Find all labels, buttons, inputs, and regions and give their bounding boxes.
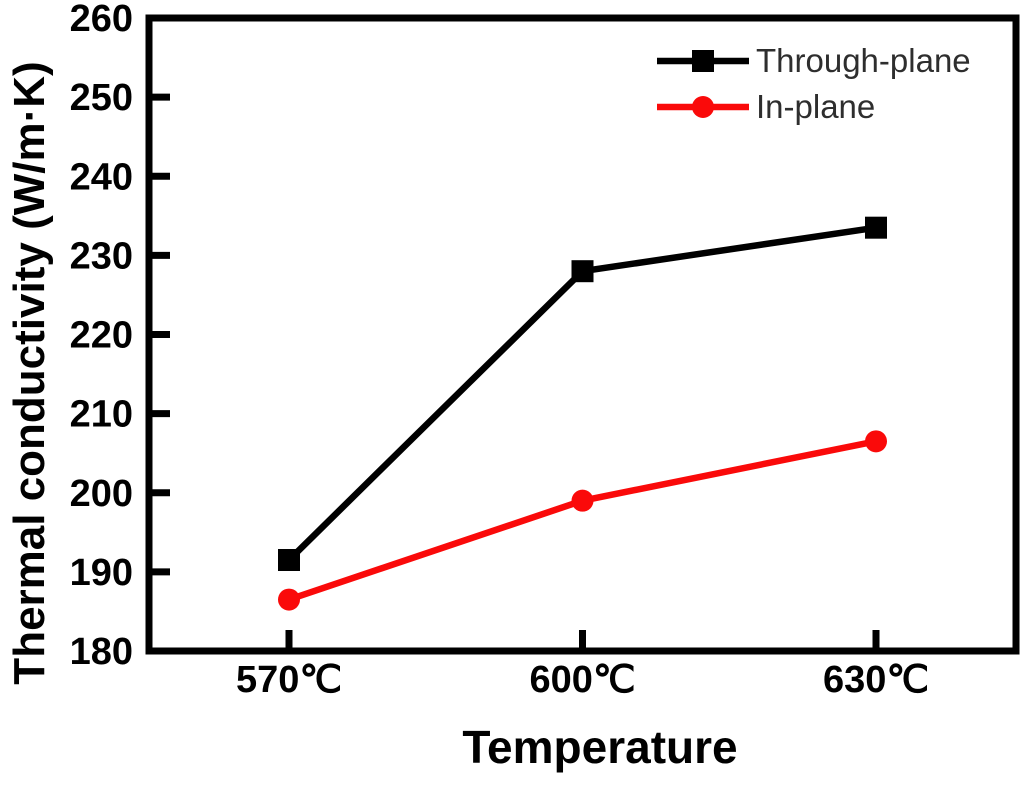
data-point-circle — [278, 588, 300, 611]
y-tick-label: 250 — [70, 77, 133, 119]
legend: Through-plane In-plane — [655, 38, 971, 130]
legend-label-in-plane: In-plane — [756, 88, 876, 125]
plot-frame — [145, 14, 1020, 655]
y-tick-label: 190 — [70, 552, 133, 594]
x-tick-label: 600℃ — [529, 659, 635, 701]
x-tick-label: 630℃ — [823, 659, 929, 701]
y-tick-label: 180 — [70, 631, 133, 673]
through-plane-square-marker-icon — [657, 50, 749, 72]
y-tick-label: 260 — [70, 0, 133, 40]
in-plane-circle-marker-icon — [657, 96, 749, 118]
data-point-circle — [865, 430, 887, 453]
data-point-square — [278, 549, 300, 572]
series-line-in-plane — [287, 438, 877, 603]
y-tick-label: 210 — [70, 394, 133, 436]
x-tick-label: 570℃ — [236, 659, 342, 701]
data-point-square — [571, 260, 594, 283]
legend-item-through-plane: Through-plane — [655, 38, 971, 84]
data-point-square — [865, 216, 887, 239]
y-tick-label: 200 — [70, 473, 133, 515]
y-tick-label: 240 — [70, 156, 133, 198]
y-tick-label: 220 — [70, 315, 133, 357]
data-point-circle — [571, 489, 594, 512]
y-tick-label: 230 — [70, 235, 133, 277]
y-axis-title: Thermal conductivity (W/m·K) — [5, 61, 54, 685]
legend-label-through-plane: Through-plane — [756, 42, 971, 79]
legend-item-in-plane: In-plane — [655, 84, 971, 130]
x-axis-title: Temperature — [462, 721, 738, 773]
